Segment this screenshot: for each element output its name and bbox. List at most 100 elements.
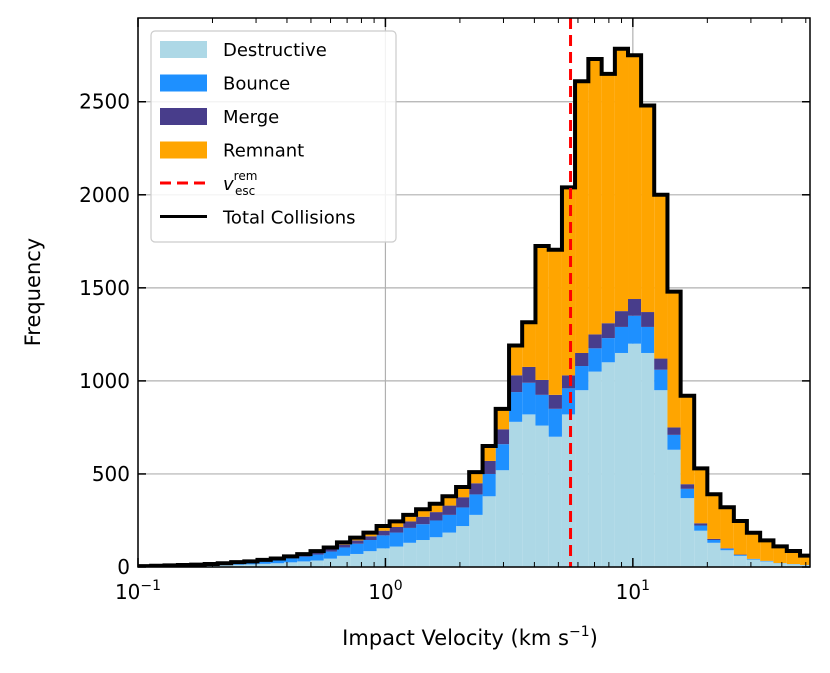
bar-destructive <box>336 555 351 567</box>
bar-merge <box>614 311 629 327</box>
bar-remnant <box>628 55 642 300</box>
bar-bounce <box>707 540 721 543</box>
bar-bounce <box>456 507 470 527</box>
bar-bounce <box>614 326 629 353</box>
bar-merge <box>482 460 496 474</box>
bar-remnant <box>760 540 774 561</box>
bar-remnant <box>641 105 655 313</box>
bar-destructive <box>310 560 324 567</box>
x-tick-base: 10 <box>616 580 641 604</box>
bar-remnant <box>720 507 734 549</box>
legend-swatch <box>160 108 207 125</box>
bar-bounce <box>323 551 337 559</box>
bar-remnant <box>535 245 549 380</box>
x-tick-base: 10 <box>368 580 393 604</box>
bar-destructive <box>614 352 629 567</box>
bar-remnant <box>495 408 510 430</box>
x-axis-label-sup: −1 <box>569 624 590 640</box>
y-tick-label: 0 <box>117 555 130 579</box>
bar-destructive <box>680 498 695 567</box>
bar-destructive <box>641 352 655 567</box>
bar-merge <box>323 549 337 552</box>
bar-destructive <box>217 565 232 567</box>
bar-destructive <box>403 542 417 567</box>
legend-label: Remnant <box>223 141 304 162</box>
legend-swatch <box>160 41 207 58</box>
legend-swatch <box>160 141 207 159</box>
bar-bounce <box>720 548 734 551</box>
bar-destructive <box>588 371 602 567</box>
bar-merge <box>350 540 364 544</box>
bar-destructive <box>204 565 218 567</box>
total-collisions-line <box>138 46 810 567</box>
total-collisions-outline <box>138 46 810 567</box>
bar-merge <box>575 352 589 367</box>
bar-remnant <box>601 73 615 324</box>
bar-destructive <box>456 526 470 567</box>
bar-remnant <box>403 514 417 522</box>
bar-destructive <box>746 559 761 567</box>
x-axis-label: Impact Velocity (km s−1) <box>342 624 598 650</box>
bar-bounce <box>694 525 708 531</box>
bar-merge <box>469 483 483 495</box>
bar-remnant <box>456 486 470 498</box>
bar-destructive <box>416 540 430 567</box>
legend-box <box>150 30 397 243</box>
bar-destructive <box>667 449 681 567</box>
bar-destructive <box>535 425 549 567</box>
bar-bounce <box>363 540 377 552</box>
bar-merge <box>310 552 324 555</box>
x-tick-label: 100 <box>368 578 402 604</box>
bar-remnant <box>680 395 695 485</box>
legend-label: Destructive <box>223 40 327 61</box>
bar-remnant <box>575 81 589 353</box>
bar-bounce <box>641 326 655 353</box>
bar-bounce <box>389 532 404 547</box>
bar-bounce <box>667 434 681 450</box>
bar-destructive <box>442 532 457 567</box>
bar-merge <box>707 538 721 541</box>
bar-destructive <box>270 563 284 567</box>
bar-remnant <box>667 291 681 428</box>
bar-bounce <box>746 558 761 560</box>
bar-destructive <box>350 553 364 567</box>
bar-remnant <box>614 48 629 312</box>
bar-destructive <box>376 548 390 567</box>
bar-destructive <box>707 542 721 567</box>
legend: Destructive Bounce Merge Remnant vrem esc Tota… <box>150 30 397 243</box>
bar-bounce <box>561 388 576 415</box>
legend-label-main: v <box>223 174 234 195</box>
bar-destructive <box>548 436 562 567</box>
bar-remnant <box>800 555 810 565</box>
bar-remnant <box>469 472 483 484</box>
bar-destructive <box>429 537 443 567</box>
legend-label: Total Collisions <box>222 208 356 229</box>
bar-remnant <box>654 194 668 359</box>
bar-remnant <box>509 345 523 376</box>
bar-destructive <box>601 362 615 567</box>
bar-remnant <box>746 532 761 559</box>
bar-bounce <box>429 520 443 538</box>
bar-bounce <box>522 382 536 415</box>
x-tick-exp: 0 <box>394 578 403 594</box>
bar-bounce <box>469 494 483 515</box>
bar-merge <box>641 312 655 327</box>
bar-destructive <box>495 470 510 567</box>
legend-label: Bounce <box>223 74 290 95</box>
bar-merge <box>694 523 708 526</box>
y-tick-label: 2500 <box>79 90 130 114</box>
bar-remnant <box>588 58 602 335</box>
bar-destructive <box>257 563 271 567</box>
legend-label-sub: esc <box>235 184 255 198</box>
bar-bounce <box>403 527 417 543</box>
bar-bounce <box>350 543 364 554</box>
bar-merge <box>442 505 457 515</box>
bar-remnant <box>786 550 801 565</box>
bar-merge <box>336 544 351 548</box>
bar-destructive <box>720 550 734 567</box>
bar-merge <box>535 379 549 395</box>
bar-remnant <box>694 468 708 524</box>
bar-remnant <box>733 521 747 555</box>
bar-destructive <box>297 561 311 567</box>
